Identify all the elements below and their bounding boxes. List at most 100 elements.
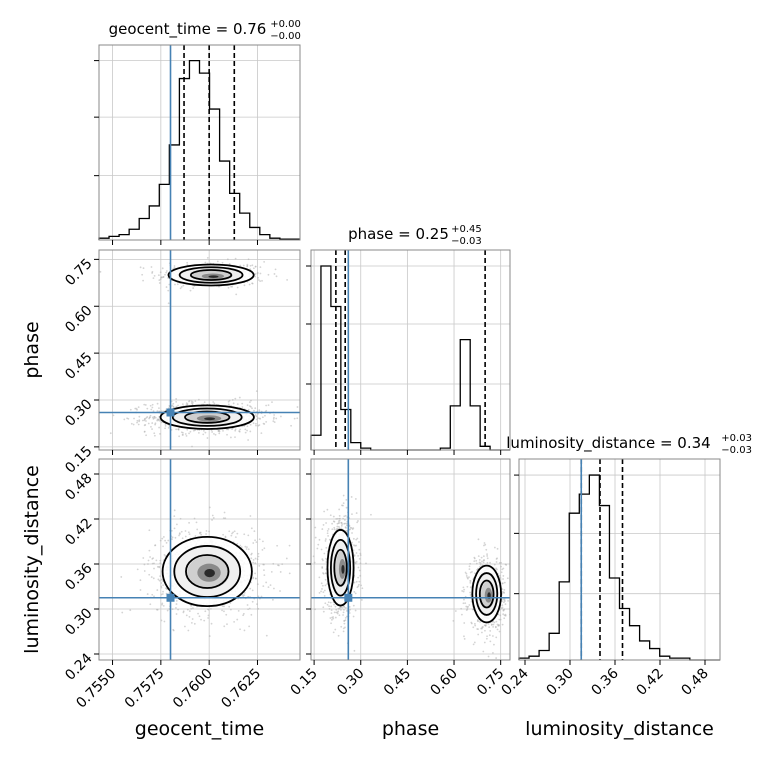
sample-point xyxy=(273,414,276,416)
density-level xyxy=(208,275,219,278)
sample-point xyxy=(154,544,156,547)
sample-point xyxy=(338,527,341,530)
sample-point xyxy=(503,599,506,602)
sample-point xyxy=(469,562,472,565)
sample-point xyxy=(141,273,144,276)
sample-point xyxy=(152,277,155,280)
sample-point xyxy=(461,590,464,592)
sample-point xyxy=(184,625,186,628)
sample-point xyxy=(265,634,268,637)
sample-point xyxy=(321,567,324,569)
x-axis-label-geocent-time: geocent_time xyxy=(135,718,264,740)
sample-point xyxy=(132,423,135,426)
sample-point xyxy=(271,401,273,404)
sample-point xyxy=(354,609,357,612)
sample-point xyxy=(488,634,491,637)
sample-point xyxy=(239,628,241,631)
sample-point xyxy=(157,578,160,581)
y-tick-label-phase: 0.75 xyxy=(62,256,95,289)
sample-point xyxy=(341,606,344,609)
sample-point xyxy=(322,591,325,594)
title-plus: +0.45 xyxy=(451,224,482,235)
sample-point xyxy=(176,283,179,286)
sample-point xyxy=(324,538,327,540)
contour-line xyxy=(189,269,233,281)
sample-point xyxy=(323,510,326,513)
sample-point xyxy=(352,537,355,540)
sample-point xyxy=(153,432,156,435)
sample-point xyxy=(198,615,201,618)
sample-point xyxy=(234,429,237,432)
sample-point xyxy=(483,542,486,544)
sample-point xyxy=(490,623,493,626)
sample-point xyxy=(288,572,291,575)
sample-point xyxy=(341,504,343,507)
sample-point xyxy=(255,424,257,427)
sample-point xyxy=(356,537,359,540)
sample-point xyxy=(483,544,485,547)
density-level xyxy=(341,564,345,574)
sample-point xyxy=(156,608,159,611)
sample-point xyxy=(358,583,360,586)
sample-point xyxy=(180,530,183,533)
sample-point xyxy=(479,621,481,623)
sample-point xyxy=(221,261,224,264)
sample-point xyxy=(263,547,266,550)
panel-frame xyxy=(98,458,301,661)
y-tick-label-luminosity-distance: 0.48 xyxy=(62,470,95,503)
sample-point xyxy=(206,437,209,439)
sample-point xyxy=(139,579,142,582)
sample-point xyxy=(151,422,154,424)
sample-point xyxy=(143,424,146,427)
sample-point xyxy=(483,559,486,561)
panel-frame xyxy=(310,458,511,661)
sample-point xyxy=(486,561,489,564)
sample-point xyxy=(469,571,472,574)
sample-point xyxy=(222,517,225,520)
sample-point xyxy=(249,423,252,426)
sample-point xyxy=(496,628,499,631)
sample-point xyxy=(179,517,182,520)
sample-point xyxy=(202,433,205,436)
sample-point xyxy=(501,623,504,626)
sample-point xyxy=(496,568,498,571)
sample-point xyxy=(323,595,326,597)
sample-point xyxy=(342,630,345,633)
sample-point xyxy=(167,302,170,305)
sample-point xyxy=(167,539,170,542)
sample-point xyxy=(495,657,498,659)
sample-point xyxy=(145,420,147,422)
sample-point xyxy=(244,545,247,548)
sample-point xyxy=(498,562,501,564)
sample-point xyxy=(472,626,475,629)
truth-marker xyxy=(166,593,175,602)
sample-point xyxy=(463,638,466,640)
sample-point xyxy=(235,293,238,296)
sample-point xyxy=(486,555,489,557)
sample-point xyxy=(137,423,140,426)
sample-point xyxy=(361,587,364,590)
sample-point xyxy=(345,498,348,501)
sample-point xyxy=(194,535,197,537)
sample-point xyxy=(173,515,176,518)
sample-point xyxy=(154,423,157,426)
sample-point xyxy=(333,526,336,529)
sample-point xyxy=(151,406,154,409)
sample-point xyxy=(227,286,230,289)
sample-point xyxy=(506,577,509,580)
density-level xyxy=(204,417,216,421)
sample-point xyxy=(272,598,274,601)
sample-point xyxy=(340,524,343,527)
sample-point xyxy=(469,594,472,596)
sample-point xyxy=(126,417,128,420)
sample-point xyxy=(501,604,504,607)
sample-point xyxy=(255,415,258,418)
sample-point xyxy=(507,600,509,602)
sample-point xyxy=(182,610,185,613)
sample-point xyxy=(321,528,324,530)
sample-point xyxy=(228,263,231,265)
sample-point xyxy=(334,605,337,608)
sample-point xyxy=(174,283,176,286)
sample-point xyxy=(175,428,178,431)
sample-point xyxy=(257,607,260,610)
